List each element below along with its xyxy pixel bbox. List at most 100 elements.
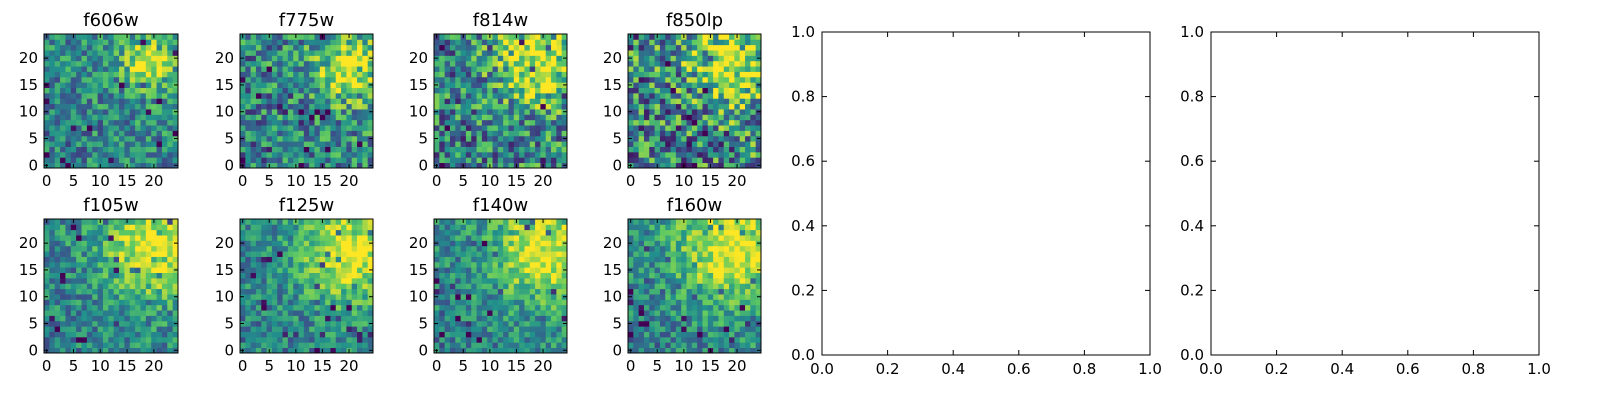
heatmap-cell [519, 245, 525, 252]
heatmap-cell [151, 320, 157, 327]
heatmap-cell [287, 82, 294, 88]
heatmap-cell [60, 130, 66, 137]
heatmap-cell [277, 157, 283, 164]
heatmap-cell [161, 39, 168, 46]
heatmap-cell [508, 135, 515, 142]
heatmap-cell [325, 245, 331, 252]
heatmap-cell [508, 151, 515, 158]
heatmap-cell [261, 320, 267, 327]
heatmap-cell [649, 82, 655, 88]
heatmap-cell [293, 92, 299, 99]
heatmap-cell [633, 50, 640, 56]
heatmap-cell [357, 157, 363, 164]
heatmap-cell [707, 98, 714, 105]
heatmap-cell [145, 151, 152, 158]
heatmap-cell [497, 114, 504, 121]
heatmap-cell [124, 315, 131, 322]
heatmap-cell [691, 331, 698, 338]
heatmap-cell [325, 87, 331, 94]
heatmap-cell [665, 82, 671, 88]
heatmap-cell [119, 277, 125, 284]
heatmap-cell [503, 261, 509, 268]
heatmap-cell [325, 92, 331, 99]
heatmap-cell [140, 283, 147, 290]
heatmap-cell [319, 267, 326, 273]
heatmap-cell [341, 261, 347, 268]
heatmap-cell [545, 240, 552, 247]
heatmap-cell [108, 71, 115, 78]
heatmap-cell [49, 103, 56, 110]
heatmap-cell [282, 103, 289, 110]
heatmap-cell [124, 240, 131, 247]
heatmap-cell [755, 277, 762, 284]
heatmap-cell [633, 135, 640, 142]
heatmap-cell [702, 277, 709, 284]
heatmap-cell [535, 109, 541, 115]
heatmap-cell [287, 60, 294, 67]
heatmap-cell [545, 229, 552, 236]
heatmap-cell [508, 342, 515, 349]
heatmap-cell [643, 76, 650, 83]
axes-frame [433, 218, 568, 354]
heatmap-cell [108, 146, 115, 153]
heatmap-cell [434, 224, 440, 231]
heatmap-cell [44, 39, 50, 46]
heatmap-cell [465, 267, 472, 273]
heatmap-cell [351, 125, 358, 131]
heatmap-cell [449, 151, 456, 158]
heatmap-cell [49, 157, 56, 164]
y-tick-label: 15 [19, 261, 38, 279]
heatmap-cell [335, 315, 342, 322]
heatmap-cell [362, 60, 369, 67]
heatmap-cell [691, 326, 698, 332]
heatmap-cell [362, 283, 369, 290]
heatmap-cell [675, 76, 682, 83]
heatmap-cell [659, 82, 666, 88]
heatmap-cell [167, 71, 174, 78]
heatmap-cell [434, 310, 440, 316]
heatmap-cell [638, 151, 645, 158]
heatmap-cell [508, 146, 515, 153]
heatmap-cell [135, 98, 141, 105]
heatmap-cell [551, 114, 557, 121]
heatmap-cell [628, 331, 634, 338]
heatmap-cell [729, 119, 735, 126]
heatmap-cell [81, 151, 88, 158]
heatmap-cell [556, 39, 563, 46]
heatmap-cell [686, 315, 693, 322]
heatmap-cell [319, 315, 326, 322]
heatmap-cell [691, 267, 698, 273]
heatmap-cell [455, 76, 461, 83]
x-tick-label: 10 [91, 172, 110, 190]
heatmap-cell [357, 304, 363, 311]
heatmap-cell [362, 315, 369, 322]
heatmap-cell [76, 331, 82, 338]
heatmap-cell [476, 272, 483, 279]
heatmap-cell [167, 326, 174, 332]
heatmap-cell [519, 219, 525, 225]
heatmap-cell [686, 103, 693, 110]
heatmap-cell [529, 60, 536, 67]
heatmap-cell [444, 34, 451, 40]
heatmap-cell [465, 55, 472, 62]
heatmap-cell [513, 66, 520, 72]
heatmap-cell [524, 331, 531, 338]
heatmap-cell [92, 294, 98, 300]
heatmap-cell [707, 277, 714, 284]
heatmap-cell [309, 141, 315, 147]
heatmap-cell [309, 261, 315, 268]
heatmap-cell [277, 336, 283, 343]
heatmap-cell [86, 66, 93, 72]
heatmap-cell [129, 141, 136, 147]
heatmap-cell [670, 82, 677, 88]
heatmap-cell [319, 261, 326, 268]
heatmap-cell [697, 272, 703, 279]
heatmap-cell [707, 315, 714, 322]
heatmap-cell [503, 336, 509, 343]
y-tick-label: 0 [28, 341, 38, 359]
heatmap-cell [161, 162, 168, 169]
heatmap-cell [319, 304, 326, 311]
heatmap-cell [102, 277, 109, 284]
heatmap-cell [497, 267, 504, 273]
heatmap-cell [277, 76, 283, 83]
